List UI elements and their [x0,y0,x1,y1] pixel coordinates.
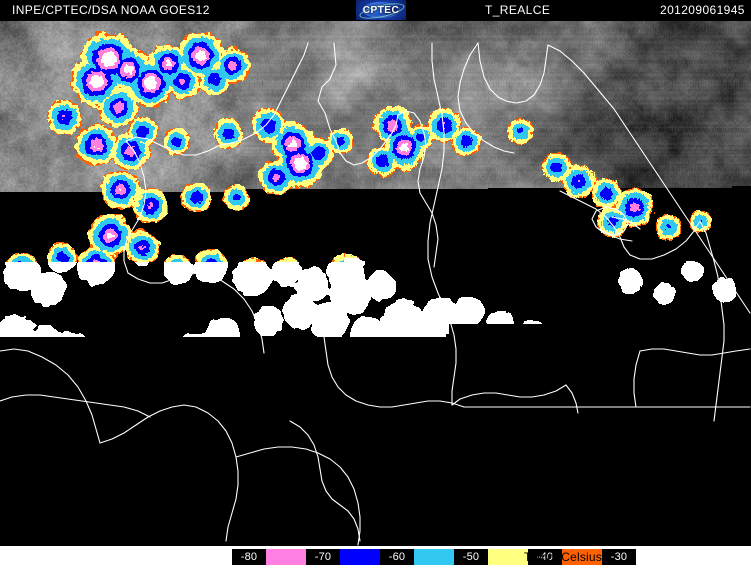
blue-swatch [340,549,380,565]
orange-swatch [562,549,602,565]
header-bar: INPE/CPTEC/DSA NOAA GOES12 CPTEC T_REALC… [0,0,751,21]
cyan-swatch [414,549,454,565]
legend-tick-minus50: -50 [454,549,488,565]
legend-tick-minus70: -70 [306,549,340,565]
satellite-imagery-canvas [0,21,751,546]
legend-tick-minus60: -60 [380,549,414,565]
cptec-logo: CPTEC [356,0,406,20]
legend-unit-label: Temp. Celsius [524,550,602,564]
legend-bar-container: -80 -70 -60 -50 -40 -30 Temp. Celsius [0,546,751,568]
timestamp-label: 201209061945 [660,3,745,17]
globe-icon [362,2,400,18]
legend-tick-minus30: -30 [602,549,636,565]
temperature-colorbar: -80 -70 -60 -50 -40 -30 [232,549,636,565]
cptec-logo-text: CPTEC [362,4,400,16]
yellow-swatch [488,549,528,565]
pink-swatch [266,549,306,565]
satellite-image-panel [0,21,751,546]
source-label: INPE/CPTEC/DSA NOAA GOES12 [12,3,210,17]
legend-tick-minus80: -80 [232,549,266,565]
legend-tick-minus40: -40 [528,549,562,565]
product-label: T_REALCE [485,3,551,17]
